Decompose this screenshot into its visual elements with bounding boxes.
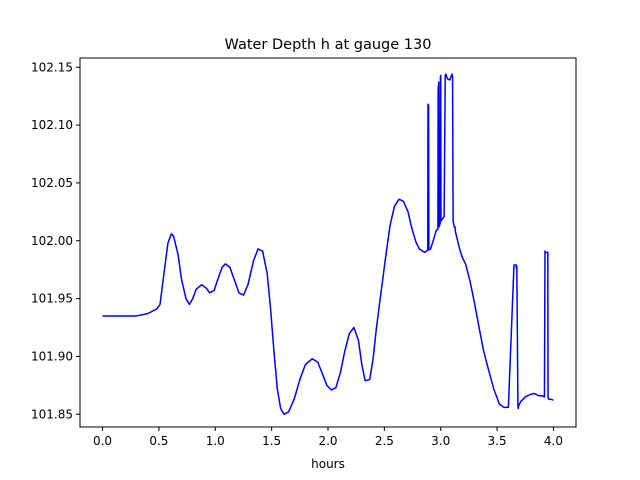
x-tick-label: 0.5 [149,434,168,448]
y-tick-label: 101.85 [31,407,73,421]
y-tick-label: 102.15 [31,60,73,74]
x-tick-label: 1.5 [262,434,281,448]
x-tick-label: 4.0 [544,434,563,448]
y-tick-label: 101.95 [31,292,73,306]
y-tick-label: 102.10 [31,118,73,132]
chart-title: Water Depth h at gauge 130 [225,37,432,53]
series-line-0 [102,73,554,416]
x-tick-label: 2.5 [375,434,394,448]
x-tick-label: 3.0 [431,434,450,448]
x-axis-label: hours [311,457,345,471]
x-axis-ticks: 0.0 0.5 1.0 1.5 2.0 2.5 3.0 3.5 4.0 [93,427,563,448]
y-axis-ticks: 101.85 101.90 101.95 102.00 102.05 102.10 102.… [31,60,80,421]
x-tick-label: 3.5 [488,434,507,448]
plot-frame [79,57,577,428]
plot-area [102,73,554,416]
y-tick-label: 101.90 [31,349,73,363]
x-tick-label: 1.0 [206,434,225,448]
y-tick-label: 102.05 [31,176,73,190]
x-tick-label: 2.0 [318,434,337,448]
y-tick-label: 102.00 [31,234,73,248]
x-tick-label: 0.0 [93,434,112,448]
